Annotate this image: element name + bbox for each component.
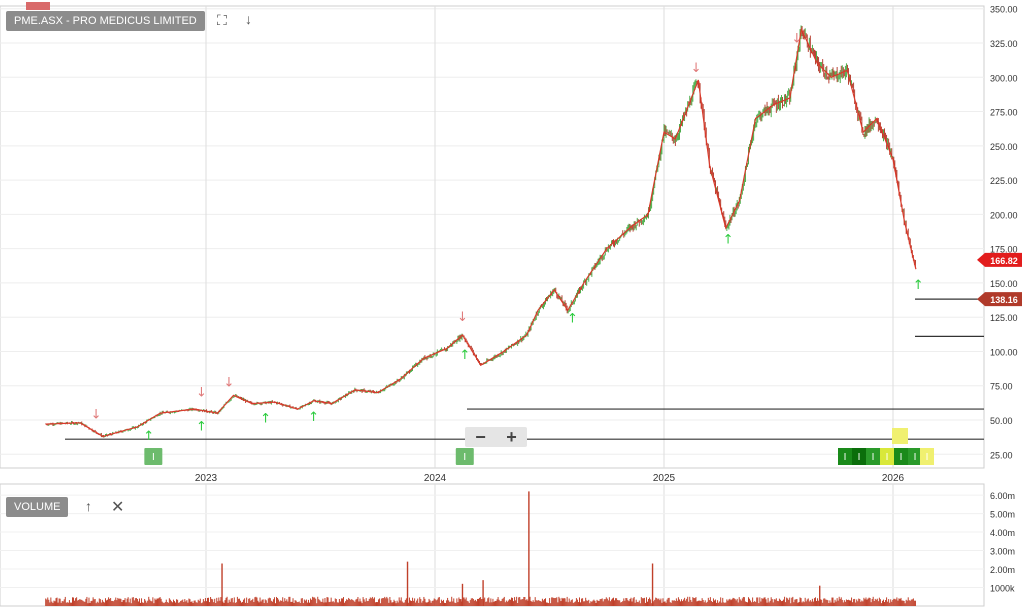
arrow-down-icon: ↓ [691, 61, 702, 76]
arrow-down-icon: ↓ [223, 375, 234, 390]
info-badge [880, 448, 894, 465]
info-badge [852, 448, 866, 465]
y-tick-label: 300.00 [990, 73, 1018, 83]
info-badge [908, 448, 922, 465]
arrow-down-icon[interactable]: ↓ [245, 11, 252, 27]
arrow-down-icon: ↓ [791, 32, 802, 47]
last-price-tag-label: 166.82 [990, 256, 1018, 266]
arrow-up-icon: ↑ [196, 419, 207, 434]
y-tick-label: 125.00 [990, 313, 1018, 323]
info-badge [894, 448, 908, 465]
x-tick-label: 2023 [195, 473, 218, 484]
x-tick-label: 2025 [653, 473, 676, 484]
info-badge [838, 448, 852, 465]
y-tick-label: 100.00 [990, 347, 1018, 357]
last-price-tag [977, 252, 1022, 267]
arrow-up-icon: ↑ [723, 233, 734, 248]
arrow-down-icon: ↓ [91, 407, 102, 422]
y-tick-label: 150.00 [990, 279, 1018, 289]
volume-tick-label: 4.00m [990, 528, 1015, 538]
info-badge [920, 448, 934, 465]
arrow-up-icon: ↑ [459, 348, 470, 363]
volume-tick-label: 3.00m [990, 547, 1015, 557]
volume-tick-label: 6.00m [990, 491, 1015, 501]
volume-tick-label: 1000k [990, 584, 1015, 594]
level-price-tag-label: 138.16 [990, 295, 1018, 305]
y-tick-label: 200.00 [990, 210, 1018, 220]
close-icon[interactable]: ✕ [111, 499, 125, 516]
info-badge [455, 448, 474, 465]
info-badge [866, 448, 880, 465]
arrow-up-icon: ↑ [913, 278, 924, 293]
indicator-marker [26, 2, 50, 10]
y-tick-label: 350.00 [990, 5, 1018, 15]
chart-title-tag[interactable]: PME.ASX - PRO MEDICUS LIMITED [6, 11, 205, 31]
y-tick-label: 50.00 [990, 416, 1013, 426]
info-badge-label: I [858, 452, 861, 463]
info-badge [144, 448, 163, 465]
y-tick-label: 75.00 [990, 382, 1013, 392]
info-badge-label: I [900, 452, 903, 463]
y-tick-label: 225.00 [990, 176, 1018, 186]
info-badge [892, 428, 908, 444]
x-tick-label: 2026 [882, 473, 905, 484]
info-badge-label: I [926, 452, 929, 463]
volume-title-tag[interactable]: VOLUME [6, 497, 69, 517]
info-badge-label: I [844, 452, 847, 463]
price-line [45, 27, 917, 438]
level-price-tag [977, 292, 1022, 307]
arrow-up-icon: ↑ [260, 412, 271, 427]
minus-icon[interactable]: − [475, 427, 486, 447]
info-badge-label: I [872, 452, 875, 463]
y-tick-label: 325.00 [990, 39, 1018, 49]
price-plot-area [0, 5, 985, 469]
info-badge-label: I [886, 452, 889, 463]
x-tick-label: 2024 [424, 473, 447, 484]
volume-tick-label: 2.00m [990, 565, 1015, 575]
info-badge-label: I [463, 452, 466, 463]
arrow-down-icon: ↓ [457, 310, 468, 325]
y-tick-label: 25.00 [990, 450, 1013, 460]
zoom-controls: − + [465, 427, 527, 447]
y-tick-label: 275.00 [990, 108, 1018, 118]
arrow-down-icon: ↓ [196, 385, 207, 400]
plus-icon[interactable]: + [506, 427, 517, 447]
y-tick-label: 175.00 [990, 245, 1018, 255]
info-badge-label: I [914, 452, 917, 463]
info-badge-label: I [152, 452, 155, 463]
arrow-up-icon: ↑ [308, 410, 319, 425]
arrow-up-icon: ↑ [567, 312, 578, 327]
arrow-up-icon: ↑ [143, 429, 154, 444]
y-tick-label: 250.00 [990, 142, 1018, 152]
volume-tick-label: 5.00m [990, 510, 1015, 520]
arrow-up-icon[interactable]: ↑ [85, 498, 92, 514]
expand-icon[interactable]: ⛶ [217, 12, 227, 28]
